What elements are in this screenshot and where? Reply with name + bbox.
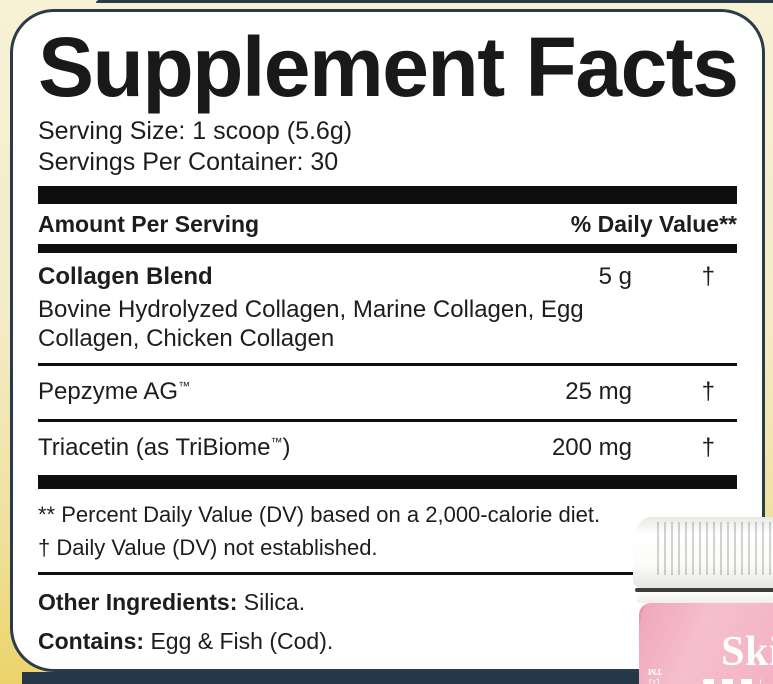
product-bottle-image: E™ Ski <box>633 517 773 684</box>
thin-rule <box>38 571 737 575</box>
column-header-daily-value: % Daily Value** <box>570 210 737 237</box>
contains-label: Contains: <box>38 627 145 654</box>
heavy-rule-top <box>38 185 737 204</box>
contains-value: Egg & Fish (Cod). <box>144 627 334 654</box>
ingredient-amount: 200 mg <box>551 433 632 461</box>
bottle-brand-text: Ski <box>721 629 773 675</box>
outer-frame-bottom-edge <box>22 672 773 684</box>
bottle-cap-seam <box>635 588 773 592</box>
daily-value-dagger: † <box>701 433 715 461</box>
ingredient-name: Pepzyme AG™ <box>38 378 565 406</box>
thin-rule <box>38 418 737 422</box>
trademark-symbol: ™ <box>178 378 191 393</box>
daily-value-dagger: † <box>701 262 715 290</box>
bottle-neck <box>637 592 773 603</box>
bottle-cap <box>633 517 773 588</box>
contains-line: Contains: Egg & Fish (Cod). <box>38 628 737 655</box>
bottle-cropped-text-tops <box>703 679 761 684</box>
other-ingredients-label: Other Ingredients: <box>38 588 238 615</box>
ingredient-name: Collagen Blend <box>38 262 213 290</box>
trademark-symbol: ™ <box>270 434 283 449</box>
ingredient-name-suffix: ) <box>282 433 291 461</box>
ingredient-name-text: Pepzyme AG <box>38 377 179 405</box>
bottle-cap-ribs <box>657 522 773 575</box>
other-ingredients-line: Other Ingredients: Silica. <box>38 589 737 616</box>
medium-rule-under-header <box>38 243 737 253</box>
ingredient-name-text: Triacetin (as TriBiome <box>38 433 271 461</box>
table-header-row: Amount Per Serving % Daily Value** <box>38 204 737 244</box>
footnotes: ** Percent Daily Value (DV) based on a 2… <box>38 498 737 564</box>
servings-per-container-text: Servings Per Container: 30 <box>38 147 339 176</box>
table-row: Triacetin (as TriBiome™) 200 mg † <box>38 422 737 475</box>
ingredient-amount: 5 g <box>598 262 632 290</box>
bottle-vertical-text: E™ <box>647 659 663 684</box>
table-row: Pepzyme AG™ 25 mg † <box>38 366 737 419</box>
daily-value-dagger: † <box>701 377 715 405</box>
bottle-label: E™ Ski <box>639 603 773 684</box>
table-row: Collagen Blend 5 g † <box>38 253 737 291</box>
serving-size-text: Serving Size: 1 scoop (5.6g) <box>38 116 353 145</box>
other-ingredients-value: Silica. <box>237 588 306 615</box>
panel-title: Supplement Facts <box>38 20 739 114</box>
column-header-amount-per-serving: Amount Per Serving <box>38 210 260 237</box>
footnote-dagger: † Daily Value (DV) not established. <box>38 534 378 560</box>
blend-sub-ingredients: Bovine Hydrolyzed Collagen, Marine Colla… <box>38 295 584 352</box>
ingredient-name: Triacetin (as TriBiome™) <box>38 434 552 462</box>
ingredient-amount: 25 mg <box>565 377 632 405</box>
serving-info: Serving Size: 1 scoop (5.6g) Servings Pe… <box>38 116 737 178</box>
outer-frame-top-edge <box>96 0 773 3</box>
footnote-daily-value: ** Percent Daily Value (DV) based on a 2… <box>38 501 601 527</box>
heavy-rule-bottom <box>38 474 737 489</box>
thin-rule <box>38 362 737 366</box>
